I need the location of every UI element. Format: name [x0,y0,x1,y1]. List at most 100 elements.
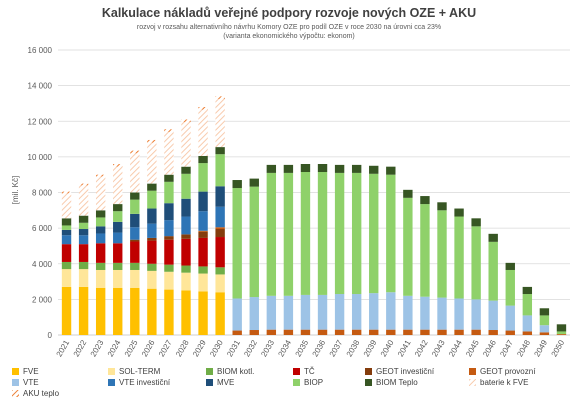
bar-segment-baterie-k-fve-2026 [147,142,157,184]
x-tick-label: 2028 [174,338,191,358]
legend: FVE SOL-TERM BIOM kotl. TČ GEOT investiční GE… [12,367,536,398]
bar-segment-tc-2025 [130,241,140,263]
legend-swatch [469,368,476,375]
legend-label: VTE [23,378,39,387]
bar-segment-mve-2024 [113,221,123,233]
chart-subtitle-line-2: (varianta ekonomického výpočtu: ekonom) [223,33,355,40]
bar-segment-biop-2047 [505,269,515,306]
bar-segment-biom-teplo-2043 [437,202,447,211]
bar-segment-geot-provozni-2038 [351,329,362,335]
bar-segment-biop-2031 [232,188,242,299]
legend-label: AKU teplo [23,389,60,398]
legend-item-baterie-k-fve: baterie k FVE [469,378,528,387]
bar-segment-biom-teplo-2031 [232,180,242,189]
legend-label: BIOM Teplo [376,378,418,387]
bar-segment-geot-provozni-2039 [369,329,379,335]
bar-segment-fve-2026 [147,288,157,335]
x-tick-label: 2042 [413,338,430,358]
bar-segment-vte-2043 [437,297,447,330]
bar-segment-geot-provozni-2030 [215,227,225,230]
bar-segment-geot-investicni-2025 [130,239,140,242]
legend-swatch [293,368,300,375]
y-tick-label: 14 000 [28,82,53,91]
bar-segment-biom-teplo-2049 [539,308,550,316]
bar-segment-vte-2034 [283,295,294,330]
bar-segment-baterie-k-fve-2025 [130,153,140,193]
bar-segment-geot-provozni-2037 [334,329,345,335]
bar-segment-vte-2040 [386,292,396,330]
bar-segment-tc-2021 [61,244,72,262]
bar-segment-geot-provozni-2050 [556,334,567,335]
bar-segment-fve-2021 [61,286,72,335]
gridlines [58,49,570,336]
bar-segment-geot-provozni-2049 [539,332,550,335]
bar-segment-biom-teplo-2039 [369,165,379,174]
bar-segment-sol-term-2027 [164,271,174,290]
bar-segment-biom-kotl-2030 [215,267,225,275]
legend-swatch [206,368,213,375]
bar-segment-biom-teplo-2028 [181,166,191,174]
x-tick-label: 2029 [191,338,208,358]
bar-segment-biom-teplo-2036 [317,164,328,173]
bar-segment-vte-2032 [249,297,259,331]
bar-segment-vte-2038 [351,294,362,330]
y-tick-label: 6 000 [32,224,53,233]
y-tick-label: 4 000 [32,260,53,269]
bar-segment-biop-2036 [317,172,328,295]
bar-segment-biop-2042 [420,204,430,297]
bar-segment-sol-term-2028 [181,272,191,291]
bar-segment-sol-term-2026 [147,270,157,289]
y-axis-label: [mil. Kč] [11,176,20,204]
bar-segment-sol-term-2023 [95,269,106,288]
x-tick-label: 2033 [259,338,276,358]
legend-label: VTE investiční [119,378,171,387]
bar-segment-tc-2028 [181,238,191,266]
bar-segment-biom-teplo-2023 [95,210,106,218]
bar-segment-mve-2025 [130,213,140,228]
bar-segment-vte-2039 [369,293,379,330]
bar-segment-biop-2033 [266,172,277,296]
bar-segment-tc-2029 [198,237,208,267]
bar-segment-vte-investicni-2023 [95,233,106,244]
legend-item-biop: BIOP [293,378,323,387]
bar-segment-vte-2047 [505,305,515,331]
legend-swatch [108,379,115,386]
bar-segment-biop-2050 [556,331,567,335]
x-tick-label: 2043 [430,338,447,358]
bar-segment-fve-2024 [113,287,123,335]
bar-segment-aku-teplo-2027 [164,129,174,132]
bar-segment-baterie-k-fve-2029 [198,109,208,156]
bar-segment-biop-2030 [215,154,225,187]
bar-segment-biop-2024 [113,211,123,222]
bar-segment-geot-investicni-2028 [181,234,191,239]
x-tick-label: 2048 [515,338,532,358]
bar-segment-baterie-k-fve-2024 [113,166,123,205]
y-tick-label: 10 000 [28,153,53,162]
legend-label: GEOT provozní [480,367,536,376]
bar-segment-sol-term-2024 [113,269,123,288]
bar-segment-geot-provozni-2034 [283,329,294,335]
x-tick-label: 2027 [157,338,174,358]
bar-segment-biop-2039 [369,173,379,294]
bar-segment-aku-teplo-2029 [198,107,208,110]
bar-segment-geot-investicni-2029 [198,231,208,238]
y-axis-ticks: 0 2 000 4 000 6 000 8 000 10 000 12 000 14 000 1… [28,46,53,340]
bar-segment-vte-investicni-2028 [181,216,191,235]
x-axis-ticks: 2021 2022 2023 2024 2025 2026 2027 2028 2029 2030… [55,338,567,358]
x-tick-label: 2026 [140,338,157,358]
x-tick-label: 2021 [55,338,72,358]
bar-segment-biom-kotl-2026 [147,263,157,271]
bar-segment-fve-2022 [78,286,89,335]
legend-swatch [12,379,19,386]
legend-swatch [12,390,19,397]
bar-segment-geot-provozni-2047 [505,330,515,335]
legend-item-vte-investicni: VTE investiční [108,378,171,387]
bar-segment-biom-teplo-2035 [300,164,311,173]
legend-swatch [206,379,213,386]
legend-label: FVE [23,367,39,376]
bar-segment-vte-2033 [266,295,277,330]
x-tick-label: 2035 [294,338,311,358]
bar-segment-biop-2049 [539,315,550,326]
